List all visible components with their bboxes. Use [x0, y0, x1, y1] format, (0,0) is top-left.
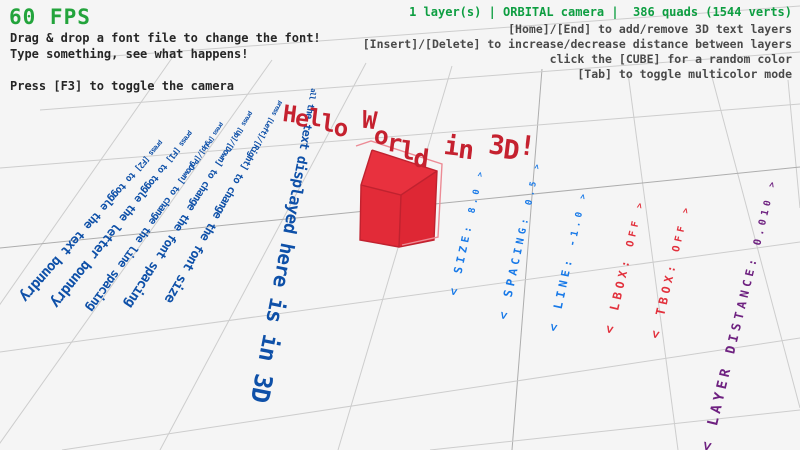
hint-toggle-camera: Press [F3] to toggle the camera: [10, 79, 234, 93]
grid-line: [787, 79, 800, 209]
cube-face[interactable]: [361, 150, 437, 195]
hint-multicolor-mode: [Tab] to toggle multicolor mode: [577, 67, 792, 81]
cube-wireframe: [355, 140, 443, 246]
grid-line: [0, 241, 800, 353]
hint-layer-distance-keys: [Insert]/[Delete] to increase/decrease d…: [362, 37, 792, 51]
hint-drag-drop-font: Drag & drop a font file to change the fo…: [10, 31, 321, 45]
grid-line: [337, 65, 453, 450]
hint-add-remove-layers: [Home]/[End] to add/remove 3D text layer…: [508, 22, 792, 36]
hint-cube-random-color: click the [CUBE] for a random color: [549, 52, 792, 66]
grid-line: [39, 51, 800, 111]
status-bar-stats: 1 layer(s) | ORBITAL camera | 386 quads …: [409, 5, 792, 19]
grid-line: [159, 62, 367, 450]
grid-line: [0, 59, 273, 444]
cube-wireframe: [398, 194, 402, 248]
fps-counter: 60 FPS: [9, 5, 91, 29]
grid-line: [0, 57, 173, 306]
grid-line: [61, 337, 800, 450]
grid-line: [84, 5, 800, 59]
grid-line: [511, 68, 543, 450]
hint-type-something: Type something, see what happens!: [10, 47, 249, 61]
grid-line: [429, 409, 800, 450]
cube-wireframe: [359, 149, 438, 248]
cube-face[interactable]: [360, 185, 401, 247]
grid-line: [627, 72, 679, 450]
grid-line: [711, 76, 800, 409]
grid-line: [0, 103, 800, 169]
